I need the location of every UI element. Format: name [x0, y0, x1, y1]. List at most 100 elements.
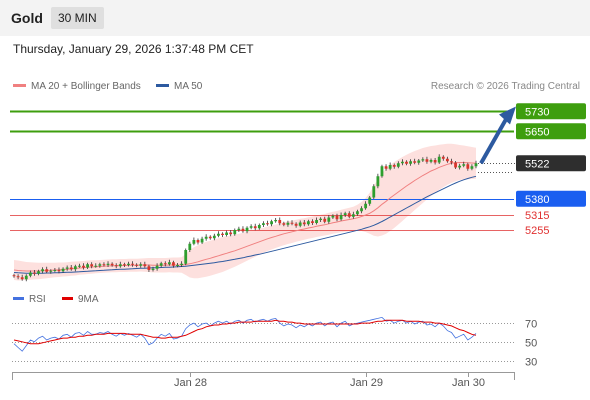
candle-body	[388, 165, 392, 169]
level-tag-box-5380	[516, 190, 586, 207]
candle-body	[12, 275, 16, 277]
legend-item-ma50: MA 50	[156, 81, 202, 92]
candle-body	[335, 215, 339, 220]
candle-body	[180, 263, 184, 265]
rsi-panel: 70 50 30	[12, 316, 537, 369]
candle-body	[114, 265, 118, 267]
level-lines-layer	[10, 110, 516, 231]
legend-swatch-ma20	[13, 83, 26, 87]
bollinger-band-layer	[14, 143, 476, 281]
timestamp: Thursday, January 29, 2026 1:37:48 PM CE…	[13, 42, 254, 56]
legend-label-rsi: RSI	[29, 294, 46, 305]
candle-body	[45, 269, 49, 272]
candle-body	[368, 197, 372, 204]
candle-body	[200, 238, 204, 243]
candle-body	[372, 186, 376, 198]
candle-body	[82, 265, 85, 268]
candle-body	[441, 156, 445, 159]
candle-body	[360, 208, 363, 212]
time-axis: Jan 28 Jan 29 Jan 30	[12, 372, 515, 389]
candle-body	[396, 163, 400, 167]
candle-body	[33, 272, 36, 274]
candle-body	[429, 160, 433, 162]
level-tag-5650: 5650	[525, 126, 549, 138]
candle-body	[454, 162, 457, 168]
candle-body	[118, 264, 122, 267]
time-tick-label: Jan 30	[452, 377, 485, 389]
candle-body	[356, 211, 359, 215]
candle-body	[110, 263, 114, 266]
candle-body	[327, 217, 331, 222]
candle-body	[208, 236, 212, 239]
candle-body	[445, 158, 449, 162]
legend-label-ma50: MA 50	[174, 81, 203, 92]
candle-body	[28, 272, 32, 276]
candle-body	[86, 264, 89, 268]
timeframe-button[interactable]: 30 MIN	[51, 7, 104, 29]
instrument-symbol[interactable]: Gold	[11, 10, 43, 26]
projection-arrow-layer	[479, 106, 516, 165]
candle-body	[167, 262, 171, 265]
candle-body	[204, 236, 208, 239]
candle-body	[462, 164, 466, 166]
candle-body	[122, 264, 126, 266]
level-tags-layer: 5730 5650 5522 5380 5315 5255	[516, 103, 586, 237]
candle-body	[294, 223, 298, 226]
candle-body	[151, 268, 155, 270]
candle-body	[405, 161, 408, 164]
candle-body	[257, 225, 261, 229]
candle-body	[127, 263, 130, 265]
candle-body	[274, 220, 278, 222]
candle-body	[315, 220, 318, 223]
candle-body	[437, 156, 441, 163]
candle-body	[282, 223, 286, 225]
header-bar: Gold 30 MIN	[0, 0, 590, 36]
candle-body	[245, 227, 249, 232]
candle-body	[20, 277, 24, 280]
candle-body	[16, 276, 20, 278]
candle-body	[474, 163, 478, 167]
time-tick-label: Jan 28	[174, 377, 207, 389]
candle-body	[65, 267, 69, 269]
bollinger-band	[14, 143, 476, 281]
candle-body	[184, 250, 188, 264]
candle-body	[384, 166, 388, 169]
projection-arrow-shaft	[479, 116, 509, 165]
candle-body	[176, 265, 179, 266]
candle-body	[290, 222, 294, 224]
candle-body	[233, 230, 237, 235]
candle-body	[94, 265, 98, 267]
candle-body	[217, 233, 220, 236]
ma50-line	[13, 175, 477, 274]
level-tag-box-5730	[516, 103, 586, 120]
candle-body	[413, 161, 417, 163]
candle-body	[237, 228, 241, 230]
candle-body	[143, 264, 147, 267]
level-tag-5730: 5730	[525, 106, 549, 118]
rsi-tick-label: 30	[525, 357, 537, 369]
candles-layer	[12, 154, 478, 282]
candle-body	[351, 214, 355, 217]
candle-body	[470, 166, 474, 169]
candle-body	[319, 218, 323, 220]
candle-body	[24, 275, 28, 280]
candle-body	[331, 215, 335, 218]
candle-body	[192, 240, 196, 244]
legend-label-9ma: 9MA	[78, 294, 99, 305]
level-label-5255: 5255	[525, 225, 549, 237]
candle-body	[401, 161, 404, 164]
candle-body	[298, 222, 302, 226]
candle-body	[347, 213, 351, 217]
legend-swatch-rsi	[13, 296, 24, 300]
candle-body	[78, 265, 81, 267]
candle-body	[311, 221, 314, 223]
rsi-tick-label: 50	[525, 338, 537, 350]
ma20-line	[13, 162, 477, 272]
legend-item-rsi: RSI	[13, 294, 46, 305]
candle-body	[417, 160, 421, 163]
candle-body	[376, 176, 380, 187]
candle-body	[306, 221, 310, 225]
candle-body	[57, 270, 61, 272]
candle-body	[221, 233, 224, 235]
